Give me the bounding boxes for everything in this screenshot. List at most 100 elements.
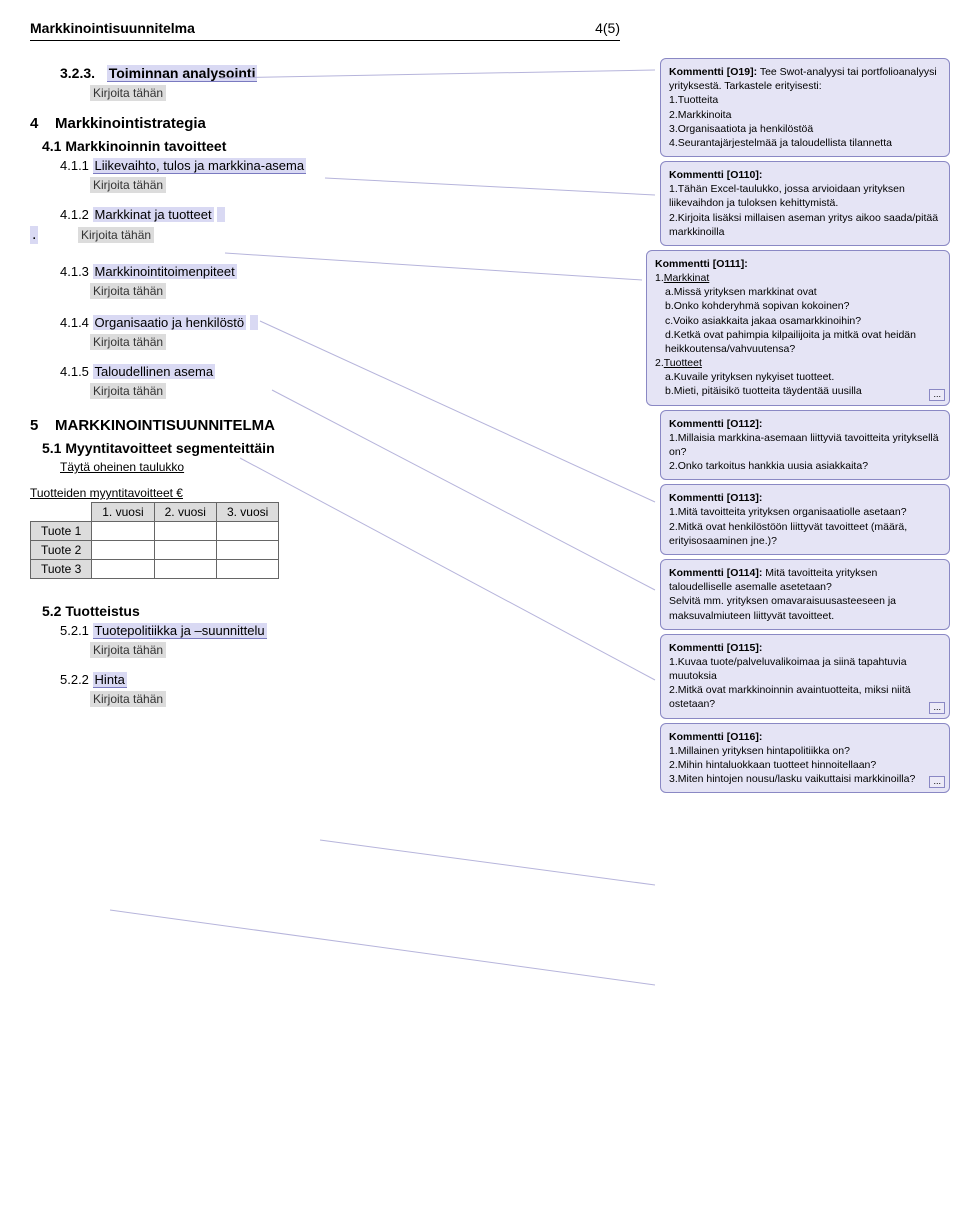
table-cell[interactable] <box>154 541 216 560</box>
heading-522: 5.2.2 Hinta <box>60 672 620 687</box>
table-cell[interactable] <box>216 560 278 579</box>
table-caption: Tuotteiden myyntitavoitteet € <box>30 486 620 500</box>
comment-o19[interactable]: Kommentti [O19]: Tee Swot-analyysi tai p… <box>660 58 950 157</box>
sec-title: Toiminnan analysointi <box>107 65 258 82</box>
comment-line: Selvitä mm. yrityksen omavaraisuusastees… <box>669 595 896 621</box>
comment-label: Kommentti [O115]: <box>669 642 762 654</box>
placeholder-field[interactable]: Kirjoita tähän <box>90 177 166 193</box>
table-row: Tuote 2 <box>31 541 279 560</box>
table-row: Tuote 1 <box>31 522 279 541</box>
sec-title: Tuotepolitiikka ja –suunnittelu <box>93 623 267 639</box>
placeholder-field[interactable]: Kirjoita tähän <box>90 691 166 707</box>
sec-num: 4.1.2 <box>60 207 89 222</box>
sec-num: 5.2.1 <box>60 623 89 638</box>
comment-o115[interactable]: Kommentti [O115]: 1.Kuvaa tuote/palveluv… <box>660 634 950 719</box>
table-instruction: Täytä oheinen taulukko <box>60 460 620 474</box>
table-col-header: 2. vuosi <box>154 503 216 522</box>
heading-323: 3.2.3. Toiminnan analysointi <box>60 65 620 81</box>
ellipsis-icon[interactable]: ... <box>929 776 945 788</box>
table-cell[interactable] <box>92 522 154 541</box>
doc-title: Markkinointisuunnitelma <box>30 20 195 36</box>
sec-num: 3.2.3. <box>60 65 95 81</box>
placeholder-field[interactable]: Kirjoita tähän <box>90 642 166 658</box>
sec-title: Tuotteistus <box>65 603 139 619</box>
comment-label: Kommentti [O110]: <box>669 169 762 181</box>
heading-413: 4.1.3 Markkinointitoimenpiteet <box>60 264 620 279</box>
placeholder-field[interactable]: Kirjoita tähän <box>90 383 166 399</box>
sec-num: 4.1.5 <box>60 364 89 379</box>
comment-line: c.Voiko asiakkaita jakaa osamarkkinoihin… <box>655 314 861 328</box>
comment-line: b.Onko kohderyhmä sopivan kokoinen? <box>655 299 849 313</box>
comment-line: 1.Kuvaa tuote/palveluvalikoimaa ja siinä… <box>669 656 907 682</box>
sec-title: Liikevaihto, tulos ja markkina-asema <box>93 158 307 174</box>
sec-title: Markkinointistrategia <box>55 115 206 132</box>
table-cell[interactable] <box>154 560 216 579</box>
sec-num: 4.1.4 <box>60 315 89 330</box>
comment-label: Kommentti [O111]: <box>655 258 748 270</box>
placeholder-field[interactable]: Kirjoita tähän <box>90 85 166 101</box>
table-cell[interactable] <box>92 560 154 579</box>
table-cell[interactable] <box>216 541 278 560</box>
sec-title: Organisaatio ja henkilöstö <box>93 315 247 330</box>
comment-line: 2.Onko tarkoitus hankkia uusia asiakkait… <box>669 460 868 472</box>
placeholder-field[interactable]: Kirjoita tähän <box>90 283 166 299</box>
sales-goals-table: 1. vuosi 2. vuosi 3. vuosi Tuote 1 Tuote… <box>30 502 279 579</box>
ellipsis-icon[interactable]: ... <box>929 389 945 401</box>
comment-o110[interactable]: Kommentti [O110]: 1.Tähän Excel-taulukko… <box>660 161 950 246</box>
sec-title: Hinta <box>93 672 127 688</box>
sec-num: 4.1.3 <box>60 264 89 279</box>
sec-num: 4.1 <box>42 138 61 154</box>
table-cell[interactable] <box>216 522 278 541</box>
sec-num: 4 <box>30 115 38 132</box>
comment-line: 3.Organisaatiota ja henkilöstöä <box>669 123 813 135</box>
heading-412: 4.1.2 Markkinat ja tuotteet <box>60 207 620 222</box>
sec-title: Myyntitavoitteet segmenteittäin <box>65 440 274 456</box>
table-col-header: 3. vuosi <box>216 503 278 522</box>
heading-415: 4.1.5 Taloudellinen asema <box>60 364 620 379</box>
comment-label: Kommentti [O114]: <box>669 567 762 579</box>
table-cell-empty <box>31 503 92 522</box>
comment-o112[interactable]: Kommentti [O112]: 1.Millaisia markkina-a… <box>660 410 950 481</box>
comment-line: 2.Mihin hintaluokkaan tuotteet hinnoitel… <box>669 759 876 771</box>
heading-4: 4 Markkinointistrategia <box>30 115 620 132</box>
comment-o116[interactable]: Kommentti [O116]: 1.Millainen yrityksen … <box>660 723 950 794</box>
comment-label: Kommentti [O19]: <box>669 66 757 78</box>
table-cell[interactable] <box>154 522 216 541</box>
page-header: Markkinointisuunnitelma 4(5) <box>30 20 620 41</box>
comment-line: 3.Miten hintojen nousu/lasku vaikuttaisi… <box>669 773 915 785</box>
comment-underline: Markkinat <box>664 272 710 284</box>
comment-label: Kommentti [O113]: <box>669 492 762 504</box>
comment-line: 2.Markkinoita <box>669 109 731 121</box>
comment-label: Kommentti [O112]: <box>669 418 762 430</box>
placeholder-field[interactable]: Kirjoita tähän <box>78 227 154 243</box>
comment-o113[interactable]: Kommentti [O113]: 1.Mitä tavoitteita yri… <box>660 484 950 555</box>
comment-label: Kommentti [O116]: <box>669 731 762 743</box>
sec-num: 5.2 <box>42 603 61 619</box>
placeholder-field[interactable]: Kirjoita tähän <box>90 334 166 350</box>
heading-5: 5 MARKKINOINTISUUNNITELMA <box>30 417 620 434</box>
comment-o111[interactable]: Kommentti [O111]: 1.Markkinat a.Missä yr… <box>646 250 950 406</box>
heading-52: 5.2 Tuotteistus <box>42 603 620 619</box>
sec-title: Markkinoinnin tavoitteet <box>65 138 226 154</box>
ellipsis-icon[interactable]: ... <box>929 702 945 714</box>
document-body: 3.2.3. Toiminnan analysointi Kirjoita tä… <box>30 65 620 707</box>
comment-line: d.Ketkä ovat pahimpia kilpailijoita ja m… <box>655 328 941 356</box>
comment-line: 1. <box>655 272 664 284</box>
sec-num: 4.1.1 <box>60 158 89 173</box>
table-header-row: 1. vuosi 2. vuosi 3. vuosi <box>31 503 279 522</box>
comment-line: 2.Mitkä ovat markkinoinnin avaintuotteit… <box>669 684 911 710</box>
comment-o114[interactable]: Kommentti [O114]: Mitä tavoitteita yrity… <box>660 559 950 630</box>
table-row-label: Tuote 3 <box>31 560 92 579</box>
table-cell[interactable] <box>92 541 154 560</box>
stray-period: . <box>30 226 38 244</box>
comments-column: Kommentti [O19]: Tee Swot-analyysi tai p… <box>660 58 950 793</box>
comment-line: 1.Mitä tavoitteita yrityksen organisaati… <box>669 506 907 518</box>
table-row-label: Tuote 2 <box>31 541 92 560</box>
table-row: Tuote 3 <box>31 560 279 579</box>
table-col-header: 1. vuosi <box>92 503 154 522</box>
comment-line: 1.Tuotteita <box>669 94 718 106</box>
heading-521: 5.2.1 Tuotepolitiikka ja –suunnittelu <box>60 623 620 638</box>
heading-41: 4.1 Markkinoinnin tavoitteet <box>42 138 620 154</box>
comment-line: 1.Millainen yrityksen hintapolitiikka on… <box>669 745 850 757</box>
comment-line: 2. <box>655 357 664 369</box>
